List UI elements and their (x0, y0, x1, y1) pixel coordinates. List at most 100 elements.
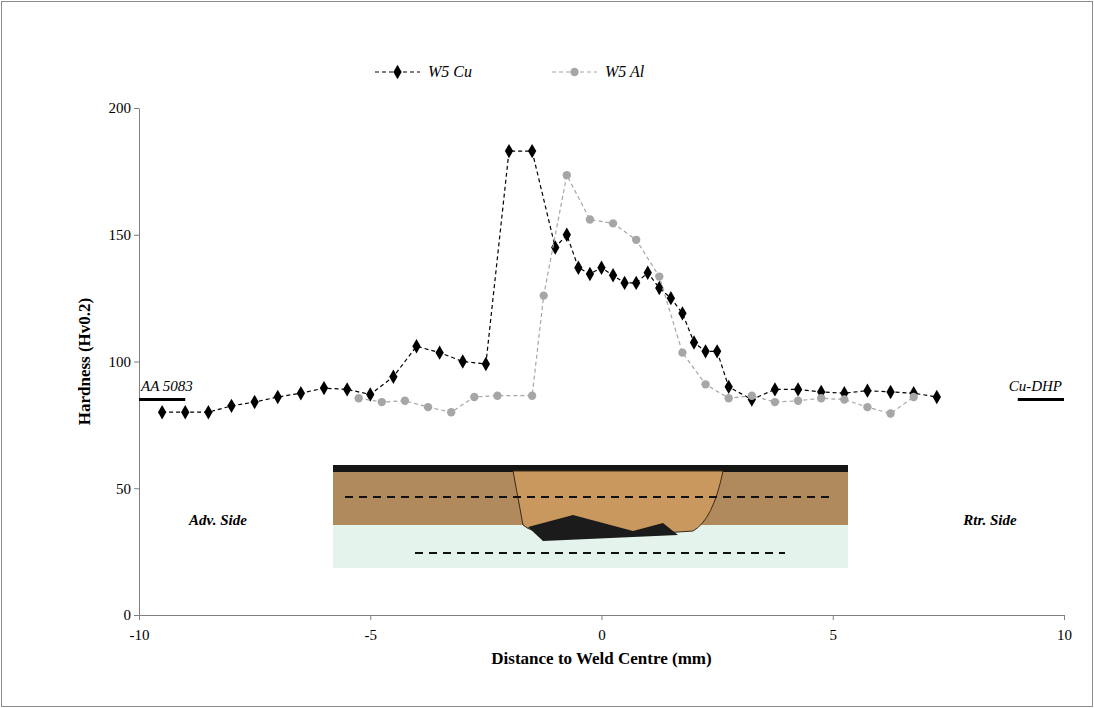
series-marker (644, 266, 652, 280)
series-marker (528, 392, 536, 400)
series-marker (794, 397, 802, 405)
series-marker (435, 345, 443, 359)
series-marker (701, 344, 709, 358)
tick-mark (134, 488, 139, 489)
tick-label: 100 (109, 354, 132, 370)
series-marker (910, 386, 918, 400)
side-label: Adv. Side (188, 512, 247, 528)
series-marker (401, 397, 409, 405)
tick-label: 10 (1057, 627, 1072, 643)
chart: -10-50510050100150200AA 5083Cu-DHPDistan… (0, 0, 1094, 708)
tick-mark (134, 362, 139, 363)
series-marker (320, 381, 328, 395)
series-marker (227, 399, 235, 413)
series-marker (563, 228, 571, 242)
tick-label: 150 (109, 227, 132, 243)
series-marker (274, 390, 282, 404)
series-marker (840, 395, 848, 403)
tick-mark (134, 615, 139, 616)
tick: 150 (109, 227, 140, 243)
series-marker (933, 390, 941, 404)
series-line (359, 175, 914, 413)
series-marker (771, 382, 779, 396)
series-marker (886, 409, 894, 417)
tick-mark (833, 615, 834, 620)
x-axis-title: Distance to Weld Centre (mm) (491, 649, 711, 668)
series-marker (586, 215, 594, 223)
legend-item: W5 Al (552, 63, 645, 80)
macrograph-intermetallic (528, 515, 678, 541)
series-marker (250, 395, 258, 409)
tick-label: -10 (130, 627, 150, 643)
tick-label: -5 (365, 627, 378, 643)
series-marker (725, 380, 733, 394)
series-marker (181, 405, 189, 419)
series-marker (713, 344, 721, 358)
series-marker (678, 306, 686, 320)
macrograph-measure-line (345, 496, 833, 498)
tick-mark (602, 615, 603, 620)
series-marker (389, 370, 397, 384)
series-marker (609, 268, 617, 282)
series-marker (748, 392, 756, 400)
y-axis-title: Hardness (Hv0.2) (75, 298, 94, 426)
series-marker (482, 357, 490, 371)
series-marker (447, 408, 455, 416)
series-marker (412, 339, 420, 353)
series-marker (886, 385, 894, 399)
plot: -10-50510050100150200AA 5083Cu-DHP (109, 100, 1073, 642)
legend-marker (393, 65, 401, 79)
tick-mark (134, 108, 139, 109)
outer-frame (2, 2, 1093, 707)
series-marker (297, 386, 305, 400)
axis-line (139, 109, 140, 616)
tick-label: 5 (830, 627, 838, 643)
series-marker (701, 380, 709, 388)
series-marker (424, 403, 432, 411)
series-marker (597, 260, 605, 274)
series-marker (493, 392, 501, 400)
series-marker (910, 393, 918, 401)
base-metal-label: AA 5083 (140, 378, 193, 394)
tick-label: 50 (116, 481, 131, 497)
series-marker (690, 335, 698, 349)
series-marker (863, 383, 871, 397)
series-marker (794, 382, 802, 396)
series-marker (505, 144, 513, 158)
series-marker (620, 276, 628, 290)
legend: W5 Cu W5 Al (375, 63, 645, 80)
series-marker (204, 405, 212, 419)
tick: -5 (365, 615, 378, 643)
macrograph-measure-line (415, 552, 785, 554)
series-marker (343, 382, 351, 396)
weld-macrograph (333, 465, 848, 568)
series-marker (725, 394, 733, 402)
series-line (162, 151, 937, 412)
series-marker (563, 171, 571, 179)
series-marker (655, 272, 663, 280)
series-marker (632, 236, 640, 244)
series-marker (540, 291, 548, 299)
tick-label: 0 (124, 607, 132, 623)
legend-item: W5 Cu (375, 63, 472, 80)
tick: 100 (109, 354, 140, 370)
tick: -10 (130, 615, 150, 643)
side-label: Rtr. Side (962, 512, 1017, 528)
series-marker (574, 260, 582, 274)
series-marker (470, 393, 478, 401)
series-marker (771, 398, 779, 406)
series-group (139, 144, 1064, 420)
legend-label: W5 Cu (428, 63, 472, 80)
series-marker (586, 267, 594, 281)
macrograph-ground (333, 465, 848, 568)
tick: 10 (1057, 615, 1072, 643)
series-marker (632, 276, 640, 290)
tick-mark (1064, 615, 1065, 620)
tick: 0 (124, 607, 140, 623)
legend-marker (570, 68, 578, 76)
series-marker (609, 219, 617, 227)
y-axis: 050100150200 (109, 100, 140, 623)
series-marker (817, 394, 825, 402)
series-marker (378, 398, 386, 406)
series-marker (528, 144, 536, 158)
